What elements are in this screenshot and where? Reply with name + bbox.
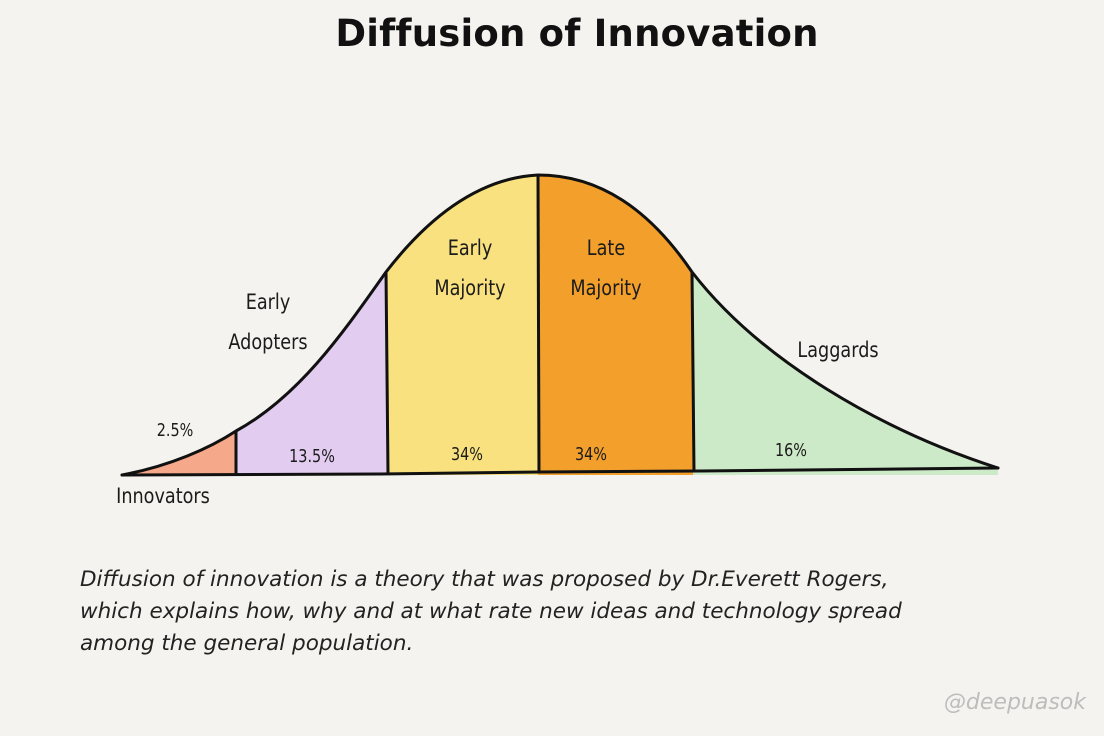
segment-early-adopters — [236, 175, 387, 475]
description: Diffusion of innovation is a theory that… — [80, 564, 1070, 660]
percent-laggards: 16% — [774, 440, 807, 461]
bell-curve-outline — [120, 173, 1000, 477]
label-early-adopters: Early Adopters — [228, 290, 308, 354]
percent-late-majority: 34% — [574, 444, 607, 465]
description-line-3: among the general population. — [80, 631, 414, 656]
divider-2 — [384, 271, 390, 475]
percent-early-adopters: 13.5% — [289, 446, 335, 467]
label-late-majority: Late Majority — [570, 236, 642, 300]
percent-early-majority: 34% — [450, 444, 483, 465]
description-line-2: which explains how, why and at what rate… — [80, 599, 902, 624]
divider-4 — [690, 271, 696, 473]
page-title: Diffusion of Innovation — [335, 12, 819, 55]
segment-laggards — [693, 175, 998, 475]
label-early-majority: Early Majority — [434, 236, 506, 300]
description-line-1: Diffusion of innovation is a theory that… — [80, 567, 889, 592]
percent-innovators: 2.5% — [156, 420, 194, 441]
label-innovators: Innovators — [116, 484, 210, 508]
author-credit: @deepuasok — [943, 690, 1086, 715]
divider-3 — [536, 174, 541, 474]
label-laggards: Laggards — [797, 338, 879, 362]
segment-innovators — [122, 175, 236, 475]
